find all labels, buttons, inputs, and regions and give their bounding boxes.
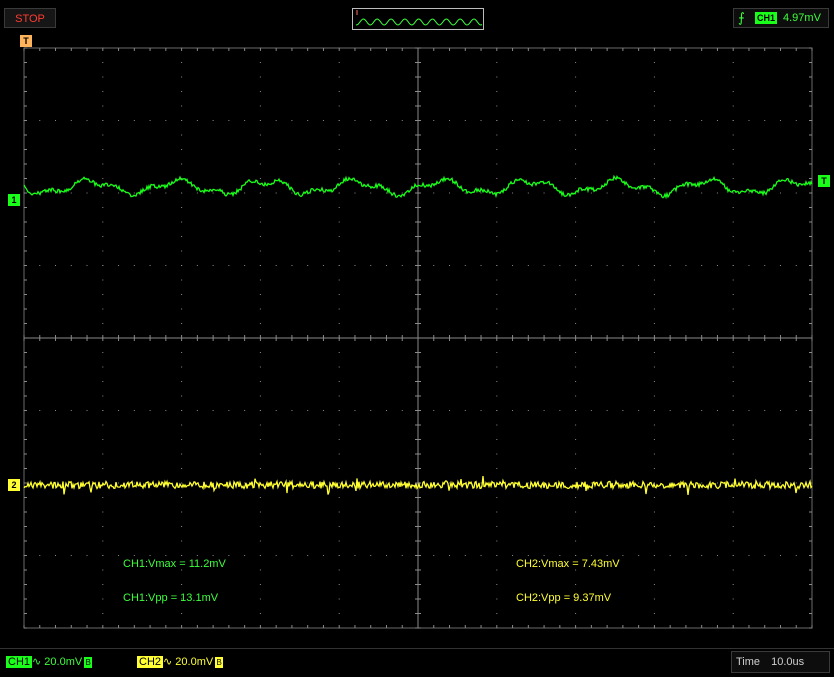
run-stop-button[interactable]: STOP — [4, 8, 56, 28]
ac-coupling-icon: ∿ — [163, 656, 173, 668]
ch2-bandwidth-limit-icon: B — [215, 656, 224, 668]
ch1-status[interactable]: CH1 ∿ 20.0mV B — [6, 655, 93, 669]
ch2-badge: CH2 — [137, 656, 164, 668]
ch1-scale: 20.0mV — [44, 656, 83, 668]
ch1-waveform — [23, 174, 813, 200]
ac-coupling-icon: ∿ — [32, 656, 42, 668]
top-toolbar: STOP ⨍ CH1 4.97mV — [0, 0, 834, 34]
trigger-level-value: 4.97mV — [783, 12, 821, 24]
scope-display — [23, 47, 813, 629]
ch2-waveform — [23, 476, 813, 495]
status-bar: CH1 ∿ 20.0mV B CH2 ∿ 20.0mV B Time 10.0us — [0, 648, 834, 677]
ch2-vpp-measurement: CH2:Vpp = 9.37mV — [516, 592, 612, 604]
ch1-bandwidth-limit-icon: B — [84, 656, 93, 668]
waveform-overview[interactable] — [352, 8, 484, 30]
ch2-status[interactable]: CH2 ∿ 20.0mV B — [137, 655, 224, 669]
trigger-level-marker[interactable]: T — [818, 175, 830, 187]
time-label: Time — [736, 656, 761, 668]
ch2-scale: 20.0mV — [175, 656, 214, 668]
rising-edge-icon: ⨍ — [738, 10, 745, 25]
timebase-value: 10.0us — [771, 656, 805, 668]
trigger-panel[interactable]: ⨍ CH1 4.97mV — [733, 8, 829, 28]
ch1-vpp-measurement: CH1:Vpp = 13.1mV — [123, 592, 219, 604]
ch1-vmax-measurement: CH1:Vmax = 11.2mV — [123, 558, 226, 570]
ch2-offset-marker[interactable]: 2 — [8, 479, 20, 491]
timebase-panel[interactable]: Time 10.0us — [731, 651, 830, 673]
trigger-position-marker[interactable]: T — [20, 35, 32, 47]
trigger-source-badge: CH1 — [755, 12, 778, 24]
ch1-badge: CH1 — [6, 656, 33, 668]
ch2-vmax-measurement: CH2:Vmax = 7.43mV — [516, 558, 620, 570]
ch1-offset-marker[interactable]: 1 — [8, 194, 20, 206]
